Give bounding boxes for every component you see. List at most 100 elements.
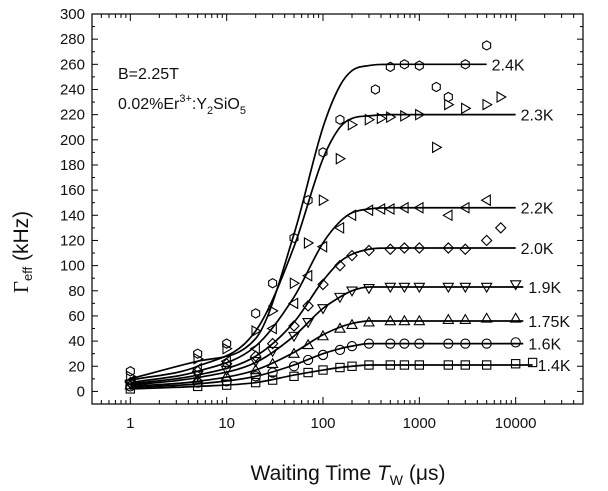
sample-annotation: 0.02%Er3+:Y2SiO5 (118, 93, 246, 117)
data-point (362, 204, 374, 217)
y-tick-label: 240 (60, 81, 85, 98)
series-label: 1.9K (528, 280, 561, 297)
x-tick-label: 1000 (403, 415, 436, 432)
data-point (384, 314, 397, 326)
data-point (335, 152, 347, 165)
data-point (385, 338, 396, 349)
data-point (266, 346, 279, 358)
data-markers (124, 40, 538, 394)
fit-curve (130, 364, 533, 390)
data-point (415, 108, 426, 121)
data-point (250, 377, 261, 388)
data-point (222, 342, 233, 355)
fit-curves (130, 63, 533, 390)
series-label: 1.6K (528, 337, 561, 354)
y-tick-label: 180 (60, 157, 85, 174)
data-point (345, 209, 357, 222)
data-point (303, 367, 313, 378)
data-point (364, 113, 376, 126)
data-point (384, 243, 397, 256)
plot-frame (91, 13, 584, 405)
data-point (481, 338, 492, 349)
data-point (384, 282, 397, 294)
series-label: 2.3K (521, 108, 554, 125)
data-point (443, 360, 454, 370)
data-point (442, 282, 455, 294)
series-label: 1.75K (528, 314, 570, 331)
fit-curve (130, 342, 524, 389)
x-axis-ticks: 1 10 100 1000 10000 (91, 14, 584, 432)
y-tick-label: 0 (77, 383, 85, 400)
y-tick-label: 100 (60, 258, 85, 275)
fit-curve (130, 63, 487, 380)
data-point (480, 312, 493, 323)
data-point (288, 320, 300, 332)
data-point (384, 202, 395, 216)
data-point (302, 300, 314, 312)
data-point (413, 242, 426, 254)
data-point (249, 350, 262, 363)
x-tick-label: 1 (126, 415, 134, 432)
data-point (444, 98, 455, 111)
data-point (459, 243, 472, 256)
y-tick-label: 300 (60, 6, 85, 23)
data-point (191, 370, 204, 382)
data-point (460, 59, 470, 70)
data-point (316, 304, 330, 315)
data-point (442, 242, 455, 254)
data-point (509, 312, 522, 323)
data-point (250, 371, 261, 382)
series-label: 2.2K (521, 201, 554, 218)
data-point (220, 365, 233, 377)
data-point (346, 249, 358, 262)
y-axis-ticks: 0 20 40 60 80 100 120 140 160 180 200 220 240 260 280 3… (60, 6, 583, 400)
data-point (289, 371, 299, 382)
data-point (509, 280, 522, 291)
data-point (347, 361, 357, 371)
field-annotation: B=2.25T (118, 66, 179, 83)
data-point (335, 114, 345, 125)
data-point (318, 365, 328, 375)
y-tick-label: 260 (60, 56, 85, 73)
data-point (303, 194, 313, 206)
data-point (510, 337, 521, 348)
x-tick-label: 10 (218, 415, 235, 432)
data-point (496, 91, 507, 104)
fit-curve (130, 286, 524, 386)
data-point (345, 318, 359, 329)
y-tick-label: 40 (68, 333, 85, 350)
y-tick-label: 60 (68, 308, 85, 325)
data-point (333, 221, 345, 234)
data-point (442, 209, 453, 222)
data-point (317, 278, 329, 291)
data-point (461, 102, 472, 115)
data-point (302, 338, 315, 350)
data-point (398, 314, 411, 326)
data-point (460, 338, 471, 349)
data-point (302, 317, 315, 329)
data-point (346, 340, 358, 352)
data-point (267, 375, 278, 385)
data-point (442, 313, 455, 324)
data-point (443, 338, 454, 349)
data-point (287, 331, 301, 343)
data-point (222, 338, 232, 349)
data-point (288, 361, 300, 372)
data-point (398, 242, 411, 254)
y-tick-label: 140 (60, 207, 85, 224)
data-point (386, 111, 397, 124)
x-tick-label: 10000 (495, 415, 537, 432)
data-point (363, 244, 375, 257)
data-point (459, 313, 472, 324)
data-point (399, 338, 410, 349)
data-point (364, 360, 374, 370)
data-point (124, 376, 137, 389)
data-point (192, 381, 203, 392)
data-point (333, 292, 346, 304)
data-point (287, 347, 301, 358)
data-point (220, 370, 233, 381)
data-point (480, 282, 493, 294)
data-point (345, 286, 359, 297)
data-point (334, 259, 346, 272)
